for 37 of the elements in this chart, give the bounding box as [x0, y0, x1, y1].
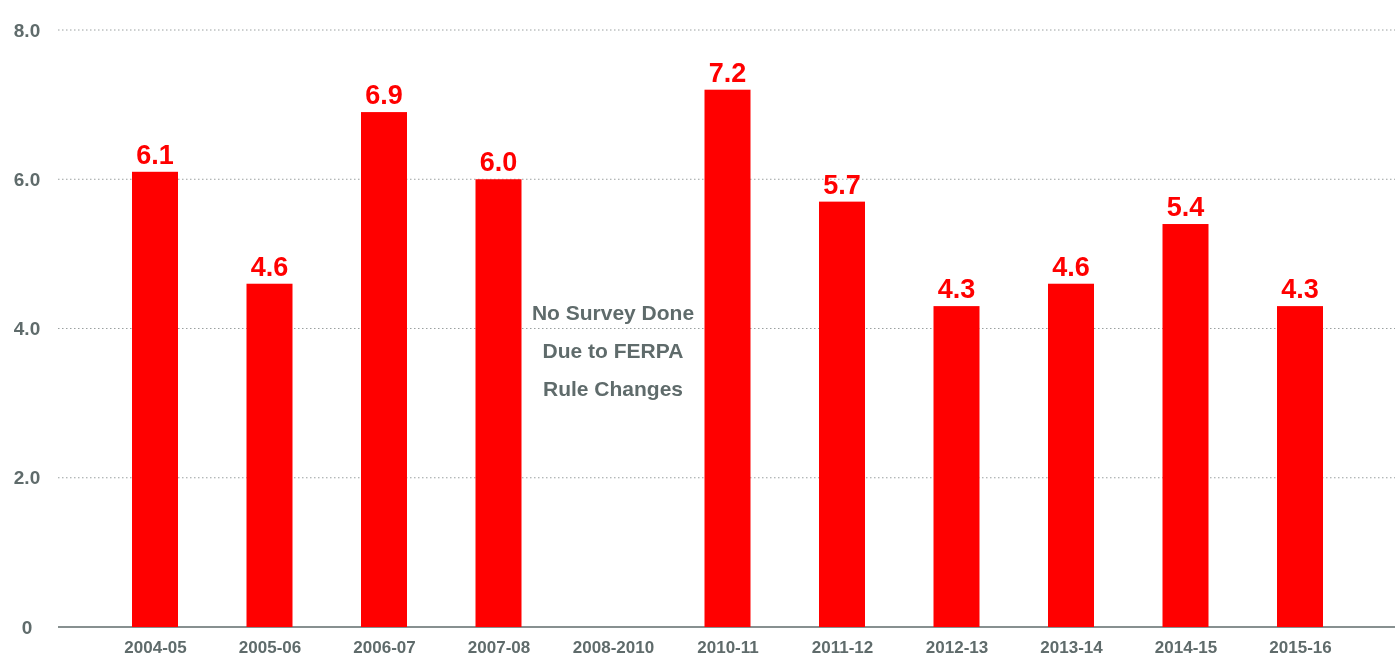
data-label: 5.4 — [1166, 192, 1205, 223]
x-tick-label: 2014-15 — [1154, 638, 1218, 658]
x-tick-label: 2004-05 — [124, 638, 187, 658]
y-tick-label: 4.0 — [13, 318, 41, 340]
x-tick-label: 2010-11 — [697, 638, 759, 658]
data-label: 4.3 — [937, 274, 976, 305]
y-tick-label: 6.0 — [13, 168, 41, 190]
data-label: 7.2 — [708, 57, 747, 88]
data-label: 6.0 — [479, 147, 518, 178]
data-label: 6.1 — [136, 139, 174, 170]
annotation: No Survey Done Due to FERPA Rule Changes — [531, 301, 695, 401]
bar — [819, 201, 865, 627]
y-tick-label: 0 — [21, 616, 33, 638]
bar — [132, 171, 178, 627]
data-label: 6.9 — [365, 80, 403, 111]
x-tick-label: 2005-06 — [238, 638, 302, 658]
data-label: 4.3 — [1281, 274, 1319, 305]
data-label: 4.6 — [1052, 251, 1090, 282]
data-label: 5.7 — [823, 169, 861, 200]
bar — [704, 89, 751, 627]
y-tick-label: 2.0 — [13, 467, 41, 489]
x-tick-label: 2008-2010 — [572, 638, 655, 658]
bar — [1162, 224, 1209, 627]
bar — [361, 112, 407, 627]
x-tick-label: 2006-07 — [353, 638, 416, 658]
x-tick-label: 2011-12 — [811, 638, 874, 658]
bar — [246, 283, 293, 627]
bar — [1048, 283, 1094, 627]
data-label: 4.6 — [250, 251, 289, 282]
x-tick-label: 2015-16 — [1269, 638, 1332, 658]
bar — [1277, 306, 1323, 627]
y-tick-label: 8.0 — [13, 19, 41, 41]
x-tick-label: 2007-08 — [467, 638, 531, 658]
x-tick-label: 2012-13 — [925, 638, 989, 658]
bar — [933, 306, 980, 627]
bar — [475, 179, 522, 627]
x-tick-label: 2013-14 — [1040, 638, 1104, 658]
